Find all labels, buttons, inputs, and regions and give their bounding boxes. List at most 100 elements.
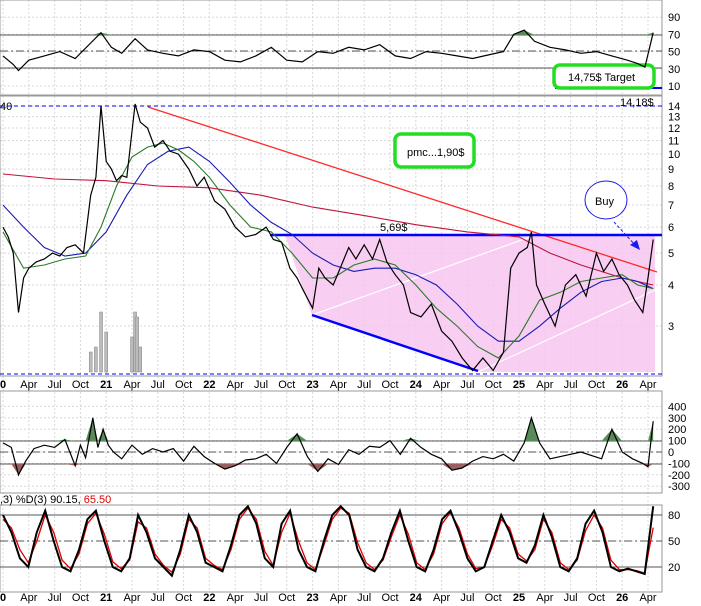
cci-y-tick: 200 [668,424,686,436]
x-tick-label: Apr [536,592,553,604]
x-tick-label: Apr [20,379,37,391]
stochastic-title: ,3) %D(3) 90.15, 65.50 [0,494,111,506]
price-y-tick: 8 [668,181,674,193]
x-tick-label: 26 [616,592,628,604]
sma-line-sma-short [2,142,654,359]
rsi-overbought-fill [3,30,654,35]
price-y-tick: 14 [668,101,680,113]
price-y-tick: 5 [668,248,674,260]
cci-y-tick: 300 [668,413,686,425]
rsi-y-tick: 70 [668,29,680,41]
cci-y-tick: -100 [668,458,690,470]
channel-inner-line [477,289,656,373]
x-tick-label: Apr [227,592,244,604]
x-tick-label: Oct [72,379,89,391]
rsi-panel [0,34,662,69]
x-tick-label: Oct [588,592,605,604]
x-tick-label: Oct [485,592,502,604]
stochastic-y-tick: 20 [668,562,680,574]
x-tick-label: Apr [330,592,347,604]
support-label: 5,69$ [380,222,408,234]
sma-line-sma-long [2,173,654,286]
axes: 0 0 Apr Apr Jul Jul Oct Oct 21 21 Apr Apr Jul Jul Oct O… [0,12,690,604]
target-box [552,63,656,90]
volume-bars [88,311,143,373]
cci-y-tick: 400 [668,401,686,413]
x-tick-label: Jul [48,592,62,604]
x-tick-label: 0 [0,379,6,391]
cci-y-tick: -200 [668,470,690,482]
price-y-tick: 13 [668,112,680,124]
x-tick-label: 23 [306,592,318,604]
x-tick-label: Apr [433,592,450,604]
x-tick-label: Jul [460,592,474,604]
channel-inner-line [311,236,531,316]
x-tick-label: Oct [72,592,89,604]
x-tick-label: 21 [100,592,112,604]
volume-bar [104,331,108,373]
buy-arrow-head [630,240,640,250]
rsi-line [2,29,654,72]
x-tick-label: Apr [20,592,37,604]
buy-circle [584,180,628,220]
volume-bar [94,346,98,373]
x-tick-label: 24 [410,379,423,391]
x-tick-label: Oct [588,379,605,391]
resistance-label: 14,18$ [620,97,654,109]
cci-y-tick: -300 [668,481,690,493]
x-tick-label: Oct [278,379,295,391]
cci-y-tick: 0 [668,447,674,459]
price-y-tick: 12 [668,123,680,135]
x-tick-label: 22 [203,592,215,604]
volume-bar [135,316,139,373]
x-tick-label: Apr [330,379,347,391]
price-y-tick: 3 [668,321,674,333]
x-tick-label: Jul [460,379,474,391]
x-tick-label: Oct [381,592,398,604]
stochastic-y-tick: 80 [668,510,680,522]
series [2,29,655,578]
cci-y-tick: 100 [668,436,686,448]
x-tick-label: 22 [203,379,215,391]
x-tick-label: Oct [175,592,192,604]
cci-line [2,415,654,477]
rsi-y-tick: 30 [668,64,680,76]
x-tick-label: 0 [0,592,6,604]
x-tick-label: Apr [123,592,140,604]
x-tick-label: Oct [278,592,295,604]
volume-bar [88,351,93,373]
x-tick-label: Jul [357,379,371,391]
channel-fill [285,235,655,372]
volume-bar [130,336,134,373]
price-y-tick: 7 [668,200,674,212]
stochastic-panel: ,3) %D(3) 90.15, 65.50 [0,494,662,568]
x-tick-label: Apr [433,379,450,391]
target-label: 14,75$ Target [568,72,635,84]
volume-bar [138,346,143,373]
cci-negative-fill [3,464,654,475]
price-y-tick: 4 [668,280,674,292]
price-y-tick: 11 [668,135,679,147]
x-tick-label: Apr [639,592,656,604]
x-tick-label: Jul [357,592,371,604]
price-y-tick: 9 [668,164,674,176]
x-tick-label: Apr [123,379,140,391]
x-tick-label: Oct [381,379,398,391]
x-tick-label: Jul [254,592,268,604]
buy-arrow [613,221,637,247]
x-tick-label: Jul [254,379,268,391]
pmc-label: pmc...1,90$ [407,147,464,159]
x-tick-label: Apr [227,379,244,391]
x-tick-label: Oct [485,379,502,391]
stochastic-k-line [2,504,655,578]
x-tick-label: Jul [151,592,165,604]
lower-channel-line [311,313,479,373]
x-tick-label: Apr [536,379,553,391]
x-tick-label: Oct [175,379,192,391]
x-tick-label: Jul [564,379,578,391]
rsi-y-tick: 50 [668,47,680,59]
price-panel: 5,69$ 14,18$ 40 14,75$ Target pmc...1,90… [0,63,662,375]
x-tick-label: Apr [639,379,656,391]
x-tick-label: 25 [513,592,525,604]
